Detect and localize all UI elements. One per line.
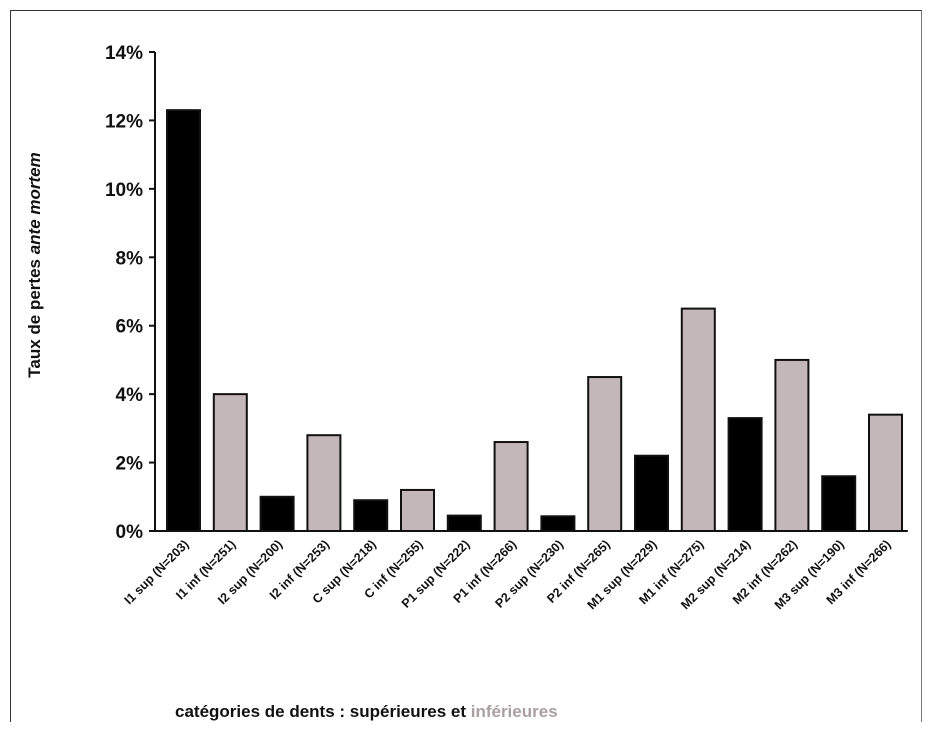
bar-sup (635, 456, 668, 531)
bar-sup (167, 110, 200, 531)
bar-inf (775, 360, 808, 531)
x-tick-labels: I1 sup (N=203)I1 inf (N=251)I2 sup (N=20… (122, 537, 894, 612)
x-axis-title-main: catégories de dents : supérieures et (175, 702, 471, 721)
bar-sup (354, 500, 387, 531)
svg-text:Taux de pertes ante mortem: Taux de pertes ante mortem (25, 152, 44, 377)
bar-inf (401, 490, 434, 531)
y-tick-label: 0% (116, 522, 144, 543)
x-axis-title: catégories de dents : supérieures et inf… (175, 702, 558, 722)
bar-sup (448, 516, 481, 531)
bars (167, 110, 902, 531)
y-tick-label: 4% (116, 385, 144, 406)
y-tick-label: 6% (116, 317, 144, 338)
bar-inf (307, 435, 340, 531)
y-tick-label: 14% (105, 43, 143, 64)
y-tick-label: 2% (116, 454, 144, 475)
bar-sup (261, 497, 294, 531)
bar-inf (214, 394, 247, 531)
y-axis-title-main: Taux de pertes (25, 254, 44, 377)
bar-sup (541, 516, 574, 531)
y-tick-label: 12% (105, 111, 143, 132)
y-axis-title: Taux de pertes ante mortem (25, 95, 55, 435)
y-tick-label: 10% (105, 180, 143, 201)
bar-inf (495, 442, 528, 531)
y-tick-label: 8% (116, 248, 144, 269)
bar-inf (588, 377, 621, 531)
bar-inf (682, 309, 715, 531)
bar-sup (822, 476, 855, 531)
bar-inf (869, 415, 902, 531)
bar-sup (729, 418, 762, 531)
x-axis-title-lower: inférieures (471, 702, 558, 721)
y-axis-title-italic: ante mortem (25, 152, 44, 254)
